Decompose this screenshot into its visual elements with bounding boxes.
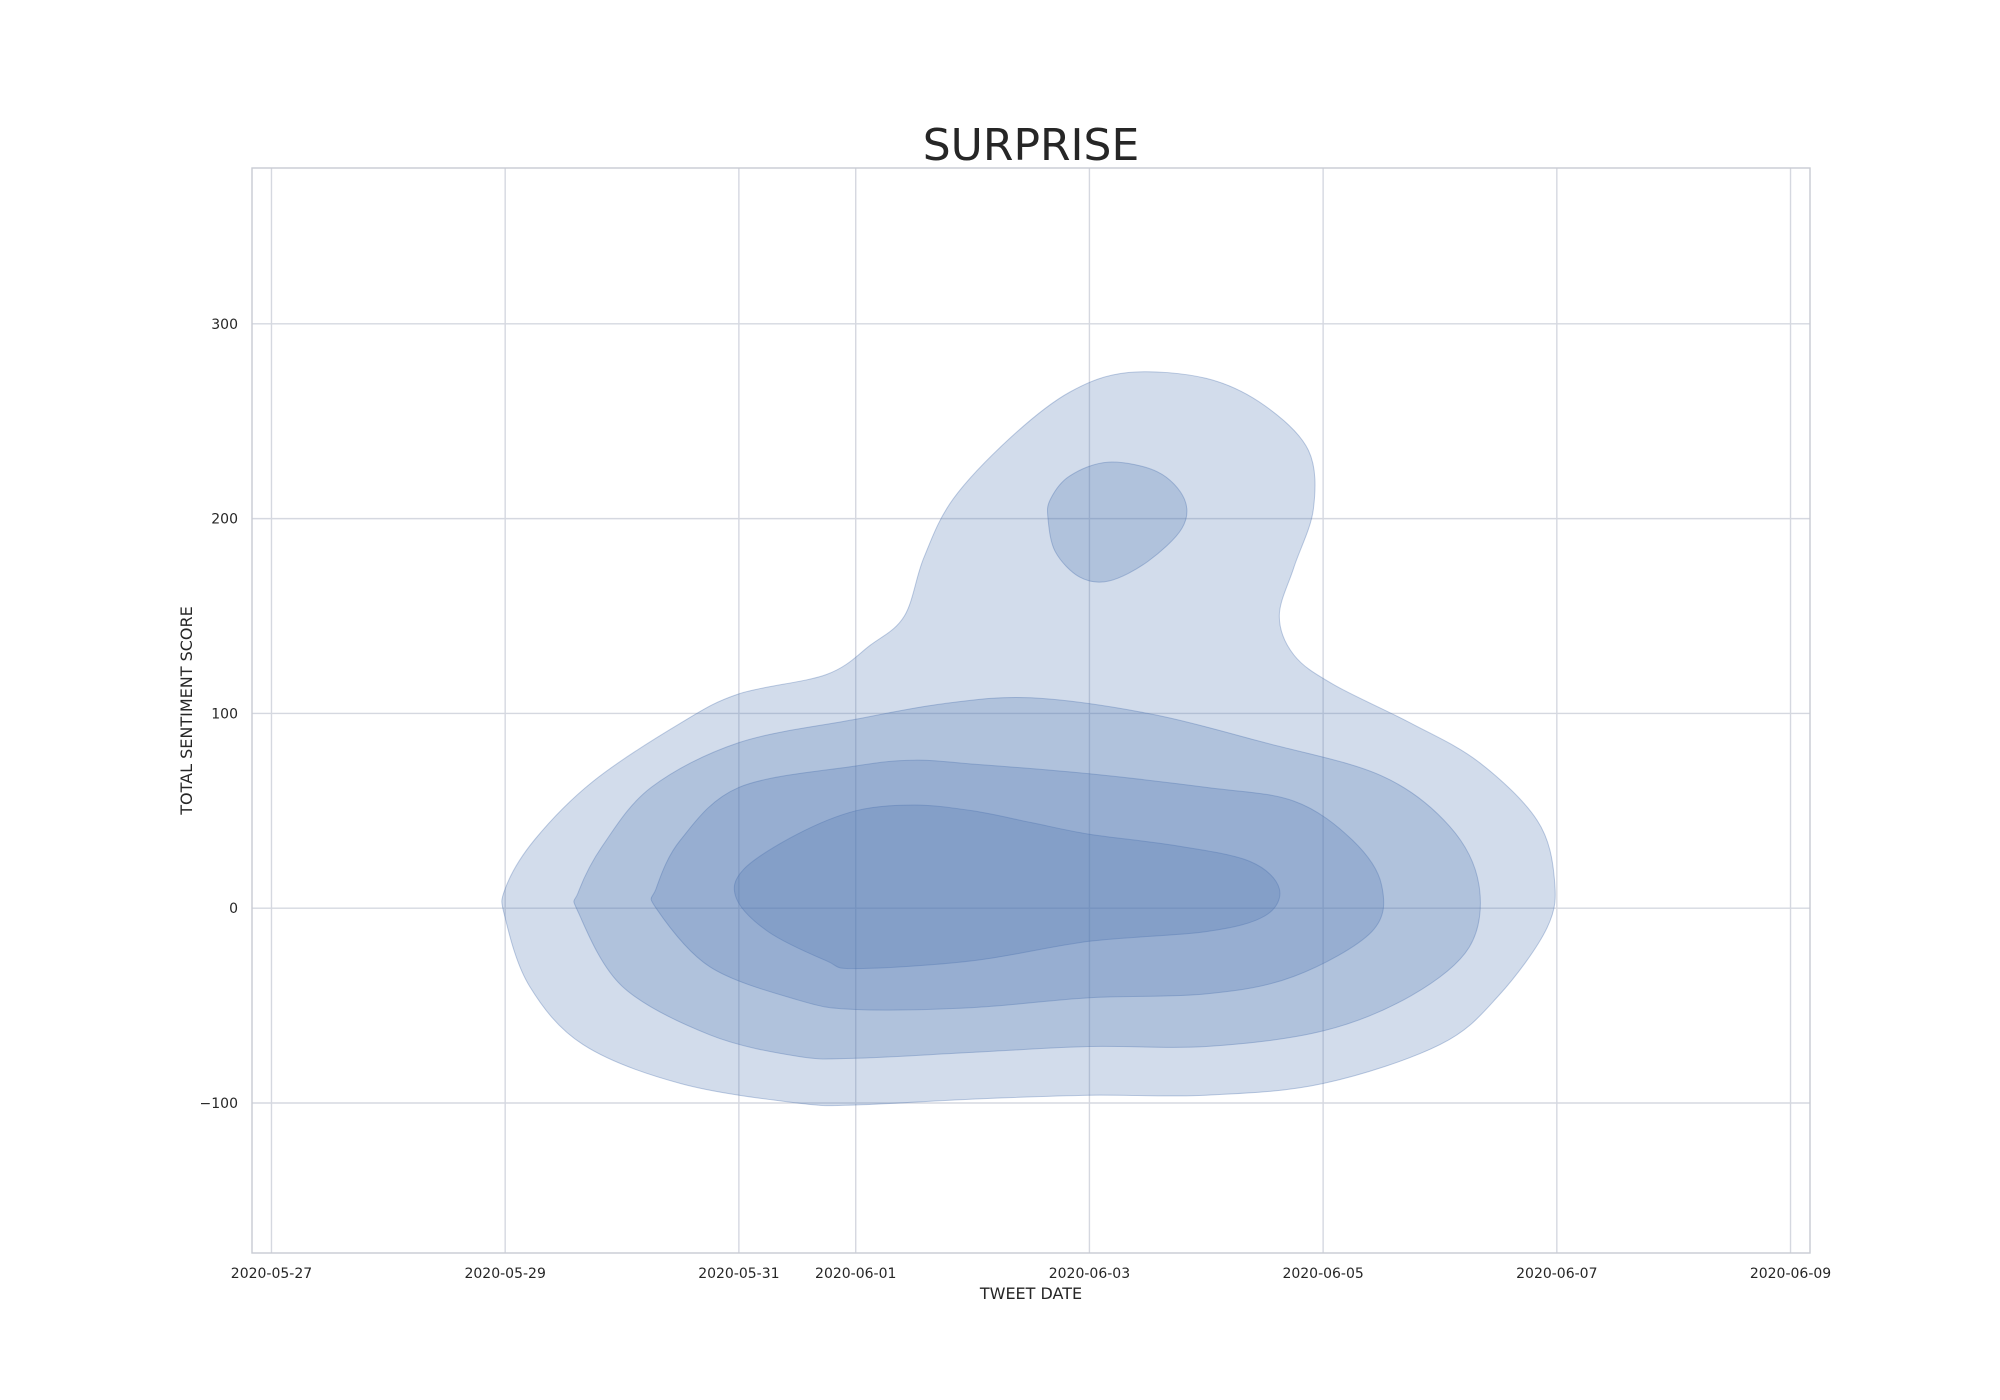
x-tick-label: 2020-05-27 (231, 1266, 312, 1282)
grid (252, 168, 1810, 1253)
x-tick-label: 2020-06-01 (815, 1266, 896, 1282)
x-tick-label: 2020-06-07 (1516, 1266, 1597, 1282)
kde-contour-level-2 (573, 696, 1481, 1060)
y-tick-labels: −100 0 100 200 300 (200, 317, 238, 1112)
kde-contour-level-2 (1046, 461, 1188, 583)
x-tick-label: 2020-06-09 (1750, 1266, 1831, 1282)
x-axis-label: TWEET DATE (979, 1284, 1082, 1303)
y-tick-label: 200 (211, 512, 238, 528)
x-tick-labels: 2020-05-27 2020-05-29 2020-05-31 2020-06-01… (231, 1266, 1831, 1282)
kde-contour-level-3 (650, 759, 1385, 1011)
y-tick-label: −100 (200, 1096, 238, 1112)
kde-contour-level-4 (733, 804, 1281, 970)
y-tick-label: 100 (211, 706, 238, 722)
y-tick-label: 0 (229, 901, 238, 917)
y-axis-label: TOTAL SENTIMENT SCORE (177, 606, 196, 815)
x-tick-label: 2020-06-05 (1282, 1266, 1363, 1282)
x-tick-label: 2020-05-29 (464, 1266, 545, 1282)
kde-contour-level-1 (501, 371, 1556, 1107)
x-tick-label: 2020-06-03 (1049, 1266, 1130, 1282)
plot-frame (251, 167, 1811, 1254)
chart-title: SURPRISE (923, 120, 1140, 171)
y-tick-label: 300 (211, 317, 238, 333)
x-tick-label: 2020-05-31 (698, 1266, 779, 1282)
kde-contours (501, 371, 1556, 1107)
